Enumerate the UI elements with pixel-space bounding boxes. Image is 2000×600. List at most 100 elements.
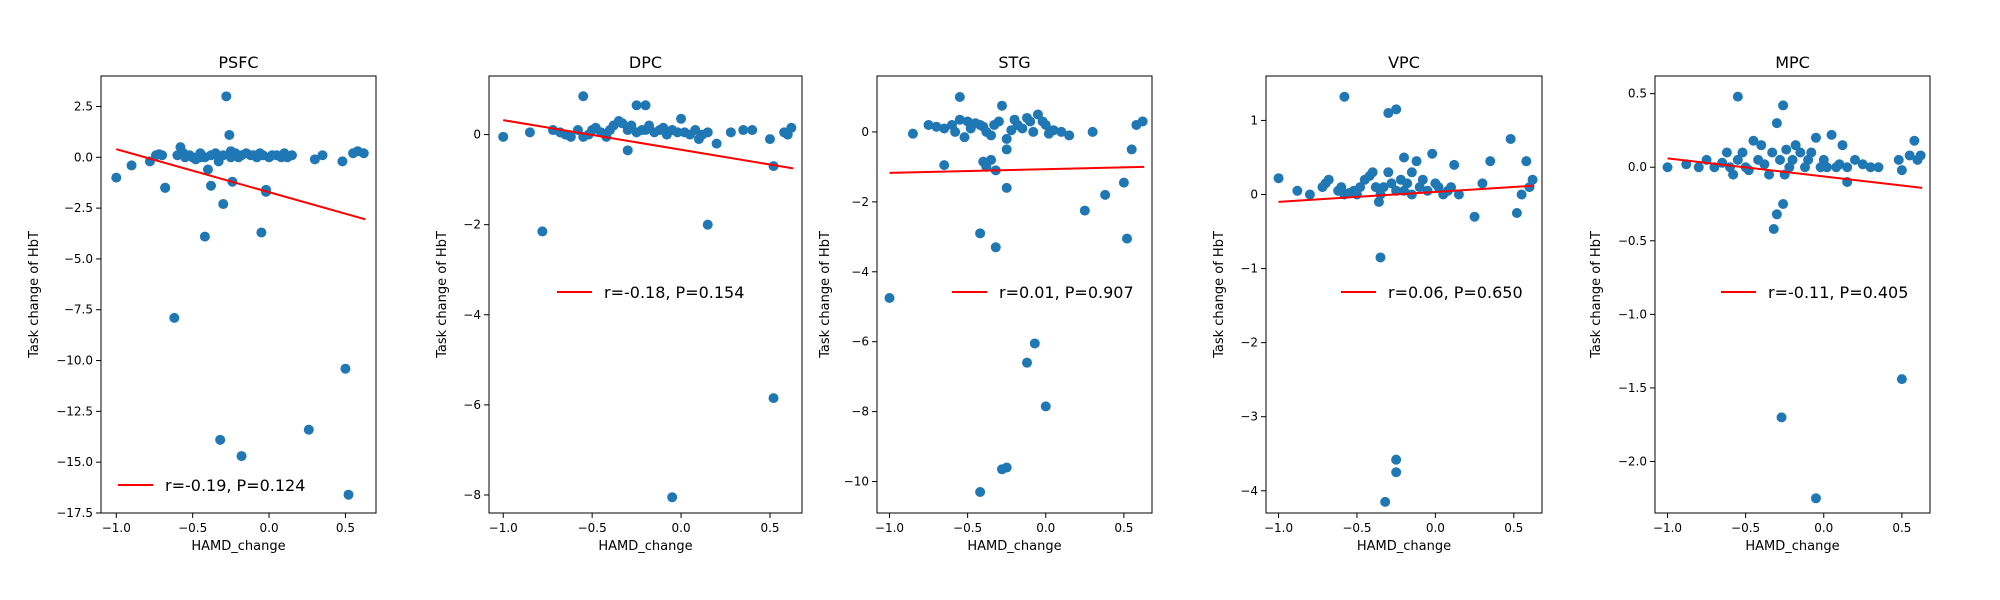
- data-point: [738, 125, 749, 136]
- data-point: [959, 132, 970, 143]
- data-point: [1477, 178, 1488, 189]
- data-point: [578, 91, 589, 102]
- data-point: [180, 152, 191, 163]
- y-tick-label: −12.5: [56, 404, 93, 418]
- subplot-vpc: VPC −1.0 −0.5 0.0 0.5 −4 −3 −2 −1 0 1 HAMD_change Ta…: [1212, 53, 1543, 554]
- data-point: [225, 150, 236, 161]
- data-point: [1100, 189, 1111, 200]
- data-point: [1001, 133, 1012, 144]
- data-point: [1693, 162, 1704, 173]
- data-point: [1422, 185, 1433, 196]
- data-point: [1778, 199, 1789, 210]
- data-point: [1064, 130, 1075, 141]
- data-point: [210, 148, 221, 159]
- x-tick-label: 0.5: [1114, 521, 1133, 535]
- data-point: [1433, 182, 1444, 193]
- data-point: [1662, 162, 1673, 173]
- subplot-stg: STG −1.0 −0.5 0.0 0.5 −10 −8 −6 −4 −2 0 HAMD_change…: [818, 53, 1153, 554]
- data-point: [1771, 209, 1782, 220]
- data-point: [975, 228, 986, 239]
- data-point: [711, 138, 722, 149]
- data-point: [1375, 252, 1386, 263]
- regression-line: [1667, 157, 1923, 189]
- y-tick-label: 0: [473, 128, 481, 142]
- data-point: [1367, 167, 1378, 178]
- data-point: [764, 134, 775, 145]
- data-point: [1787, 154, 1798, 165]
- data-point: [340, 363, 351, 374]
- y-tick-label: −0.5: [1618, 234, 1647, 248]
- data-point: [993, 116, 1004, 127]
- x-tick-label: −0.5: [178, 521, 207, 535]
- data-point: [1427, 148, 1438, 159]
- data-point: [1810, 493, 1821, 504]
- data-point: [195, 152, 206, 163]
- y-tick-label: −10.0: [56, 354, 93, 368]
- data-point: [1767, 147, 1778, 158]
- scatter-points: [1662, 91, 1926, 504]
- regression-line: [1278, 184, 1535, 203]
- data-point: [1118, 177, 1129, 188]
- data-point: [202, 164, 213, 175]
- data-point: [1391, 454, 1402, 465]
- data-point: [256, 227, 267, 238]
- legend-label: r=-0.11, P=0.405: [1768, 283, 1908, 302]
- data-point: [954, 114, 965, 125]
- data-point: [1511, 208, 1522, 219]
- legend-label: r=-0.18, P=0.154: [604, 283, 744, 302]
- y-tick-label: 0.0: [74, 150, 93, 164]
- data-point: [218, 150, 229, 161]
- data-point: [1339, 91, 1350, 102]
- data-point: [111, 172, 122, 183]
- y-tick-label: −2: [851, 195, 869, 209]
- data-point: [1025, 116, 1036, 127]
- axes-frame: [488, 75, 803, 514]
- x-tick-label: −0.5: [578, 521, 607, 535]
- data-point: [317, 150, 328, 161]
- data-point: [1857, 159, 1868, 170]
- data-point: [286, 150, 297, 161]
- data-point: [1391, 104, 1402, 115]
- data-point: [923, 119, 934, 130]
- data-point: [1764, 169, 1775, 180]
- x-axis-label: HAMD_change: [598, 539, 692, 554]
- x-tick-label: −1.0: [1264, 521, 1293, 535]
- y-tick-label: 1: [1250, 113, 1258, 127]
- y-tick-label: −2.5: [64, 201, 93, 215]
- data-point: [1292, 185, 1303, 196]
- data-point: [1383, 108, 1394, 119]
- data-point: [1909, 135, 1920, 146]
- data-point: [644, 120, 655, 131]
- data-point: [1087, 126, 1098, 137]
- data-point: [884, 292, 895, 303]
- data-point: [524, 127, 535, 138]
- data-point: [1355, 182, 1366, 193]
- data-point: [950, 126, 961, 137]
- data-point: [975, 487, 986, 498]
- data-point: [1748, 135, 1759, 146]
- data-point: [1126, 144, 1137, 155]
- data-point: [622, 145, 633, 156]
- data-point: [640, 100, 651, 111]
- data-point: [1821, 162, 1832, 173]
- data-point: [169, 312, 180, 323]
- y-tick-label: −17.5: [56, 506, 93, 520]
- data-point: [1001, 462, 1012, 473]
- scatter-points: [884, 91, 1148, 498]
- data-point: [1865, 162, 1876, 173]
- data-point: [990, 242, 1001, 253]
- data-point: [218, 199, 229, 210]
- data-point: [1915, 150, 1926, 161]
- data-point: [172, 150, 183, 161]
- data-point: [303, 424, 314, 435]
- x-tick-label: −0.5: [1731, 521, 1760, 535]
- data-point: [939, 160, 950, 171]
- y-tick-label: 0: [1250, 188, 1258, 202]
- data-point: [221, 91, 232, 102]
- x-tick-label: 0.5: [1892, 521, 1911, 535]
- scatter-points: [111, 91, 369, 500]
- x-tick-label: 0.0: [672, 521, 691, 535]
- y-tick-label: −4: [1240, 484, 1258, 498]
- data-point: [1001, 144, 1012, 155]
- regression-line: [116, 148, 366, 221]
